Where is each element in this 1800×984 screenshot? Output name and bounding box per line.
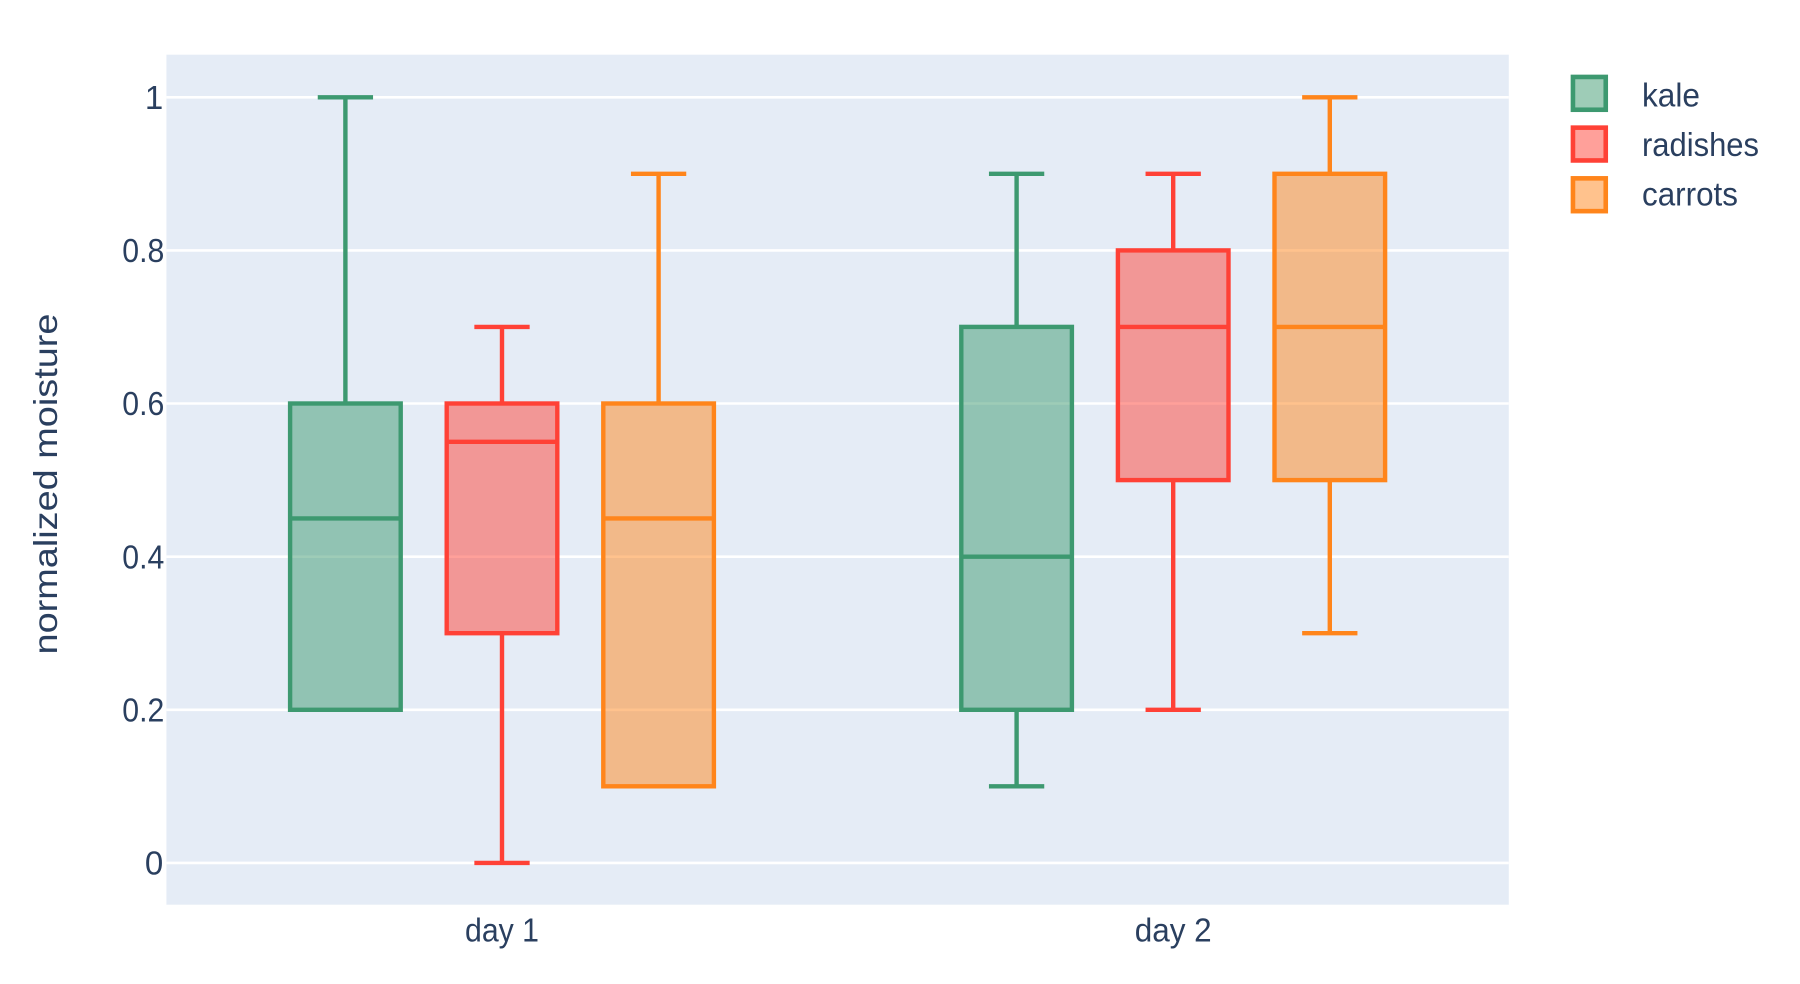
svg-text:carrots: carrots xyxy=(1642,176,1738,213)
svg-text:day 1: day 1 xyxy=(465,911,539,948)
svg-text:day 2: day 2 xyxy=(1135,911,1212,948)
svg-text:0.6: 0.6 xyxy=(122,385,164,422)
svg-text:0.8: 0.8 xyxy=(122,232,164,269)
svg-text:0: 0 xyxy=(145,845,163,882)
svg-text:normalized moisture: normalized moisture xyxy=(27,314,64,655)
svg-text:1: 1 xyxy=(145,79,163,116)
svg-text:0.4: 0.4 xyxy=(122,538,164,575)
svg-text:radishes: radishes xyxy=(1642,126,1759,163)
svg-text:kale: kale xyxy=(1642,77,1700,114)
svg-text:0.2: 0.2 xyxy=(122,692,164,729)
